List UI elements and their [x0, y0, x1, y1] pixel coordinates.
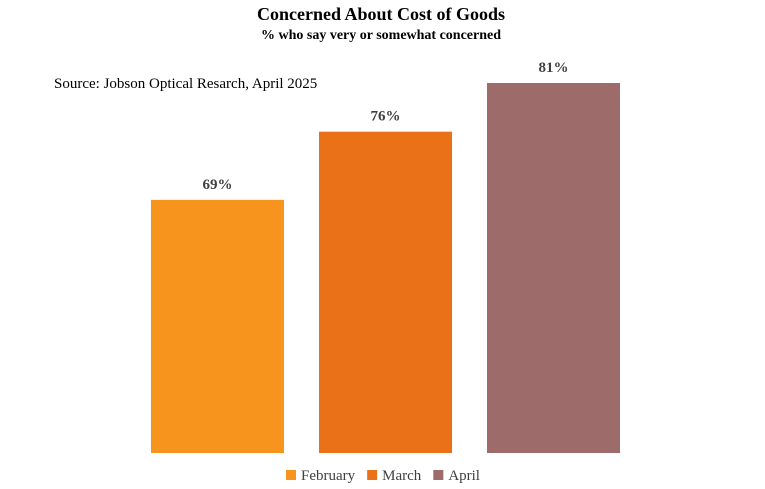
legend-swatch-april [433, 470, 444, 480]
bar-april [487, 83, 620, 453]
legend-label-march: March [382, 468, 422, 484]
chart-subtitle: % who say very or somewhat concerned [261, 28, 501, 43]
legend-label-april: April [448, 468, 480, 484]
legend-label-february: February [301, 468, 356, 484]
data-label-february: 69% [203, 177, 233, 193]
legend-swatch-february [286, 470, 297, 480]
bar-march [319, 131, 452, 453]
legend-swatch-march [367, 470, 378, 480]
bar-february [151, 199, 284, 453]
data-label-april: 81% [539, 60, 569, 76]
legend: February March April [286, 468, 480, 484]
chart-title: Concerned About Cost of Goods [257, 4, 505, 24]
bars-group: 69% 76% 81% [151, 60, 620, 453]
chart-source-note: Source: Jobson Optical Resarch, April 20… [54, 76, 317, 92]
data-label-march: 76% [371, 109, 401, 125]
